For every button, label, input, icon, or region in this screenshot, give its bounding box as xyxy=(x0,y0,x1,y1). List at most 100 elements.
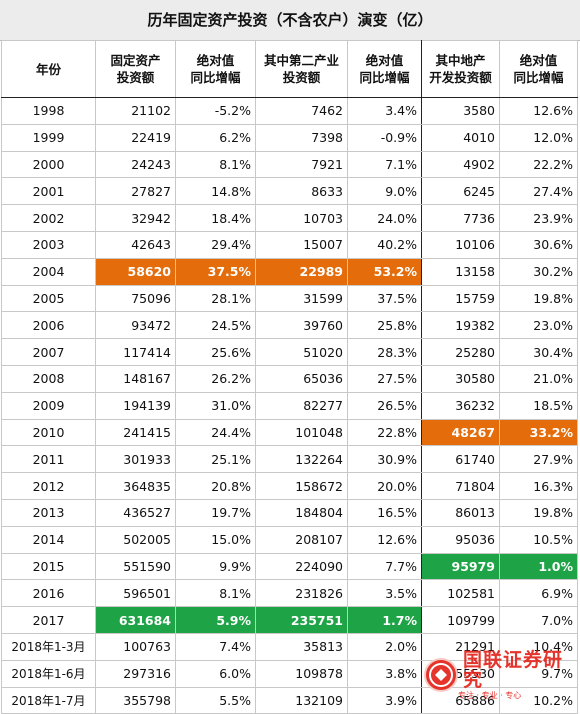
cell-re-yoy: 6.9% xyxy=(499,579,578,608)
cell-year: 1998 xyxy=(1,97,96,125)
cell-fai: 241415 xyxy=(95,418,176,447)
cell-sec-yoy: 30.9% xyxy=(347,445,422,474)
header-fai: 固定资产 投资额 xyxy=(95,40,176,98)
cell-year: 2009 xyxy=(1,391,96,420)
cell-re: 13158 xyxy=(421,257,500,286)
cell-fai-yoy: 19.7% xyxy=(175,498,256,527)
header-secondary: 其中第二产业 投资额 xyxy=(255,40,348,98)
cell-year: 2018年1-7月 xyxy=(1,686,96,714)
cell-re-yoy: 30.4% xyxy=(499,338,578,366)
cell-sec-yoy: 3.4% xyxy=(347,97,422,125)
cell-fai: 22419 xyxy=(95,123,176,152)
cell-sec-yoy: 3.5% xyxy=(347,579,422,608)
header-year: 年份 xyxy=(1,40,96,98)
cell-year: 2000 xyxy=(1,150,96,179)
cell-fai-yoy: -5.2% xyxy=(175,97,256,125)
cell-sec: 15007 xyxy=(255,230,348,259)
cell-re-yoy: 33.2% xyxy=(499,418,578,447)
cell-sec-yoy: 16.5% xyxy=(347,498,422,527)
cell-year: 2013 xyxy=(1,498,96,527)
cell-sec: 224090 xyxy=(255,552,348,581)
investment-table: 年份 固定资产 投资额 绝对值 同比增幅 其中第二产业 投资额 绝对值 同比增幅 其中地… xyxy=(1,40,578,714)
table-body: 1998 21102 -5.2% 7462 3.4% 3580 12.6% 1999 22419… xyxy=(1,97,578,714)
cell-year: 2012 xyxy=(1,472,96,500)
cell-sec-yoy: 24.0% xyxy=(347,204,422,232)
cell-re: 102581 xyxy=(421,579,500,608)
cell-sec: 7398 xyxy=(255,123,348,152)
cell-fai-yoy: 18.4% xyxy=(175,204,256,232)
cell-fai-yoy: 28.1% xyxy=(175,284,256,313)
header-real-estate: 其中地产 开发投资额 xyxy=(421,40,500,98)
cell-fai-yoy: 37.5% xyxy=(175,257,256,286)
cell-fai: 301933 xyxy=(95,445,176,474)
cell-fai: 117414 xyxy=(95,338,176,366)
cell-re-yoy: 30.2% xyxy=(499,257,578,286)
cell-fai: 596501 xyxy=(95,579,176,608)
cell-fai-yoy: 25.6% xyxy=(175,338,256,366)
cell-year: 2011 xyxy=(1,445,96,474)
cell-fai-yoy: 24.4% xyxy=(175,418,256,447)
cell-fai-yoy: 6.0% xyxy=(175,659,256,688)
cell-re: 6245 xyxy=(421,177,500,206)
cell-re-yoy: 1.0% xyxy=(499,552,578,581)
cell-re-yoy: 27.4% xyxy=(499,177,578,206)
cell-fai-yoy: 15.0% xyxy=(175,525,256,554)
cell-re: 15759 xyxy=(421,284,500,313)
cell-sec-yoy: 27.5% xyxy=(347,364,422,393)
cell-fai: 21102 xyxy=(95,97,176,125)
cell-fai: 32942 xyxy=(95,204,176,232)
cell-re: 48267 xyxy=(421,418,500,447)
cell-fai: 502005 xyxy=(95,525,176,554)
cell-re-yoy: 9.7% xyxy=(499,659,578,688)
table-row: 2010 241415 24.4% 101048 22.8% 48267 33.2% xyxy=(1,418,578,447)
cell-re-yoy: 22.2% xyxy=(499,150,578,179)
watermark-logo: 国联证券研究 专注 · 专业 · 专心 xyxy=(424,650,574,700)
cell-fai-yoy: 29.4% xyxy=(175,230,256,259)
cell-fai-yoy: 20.8% xyxy=(175,472,256,500)
table-row: 2015 551590 9.9% 224090 7.7% 95979 1.0% xyxy=(1,552,578,581)
table-row: 2002 32942 18.4% 10703 24.0% 7736 23.9% xyxy=(1,204,578,232)
cell-fai: 364835 xyxy=(95,472,176,500)
cell-re-yoy: 19.8% xyxy=(499,498,578,527)
cell-sec-yoy: 12.6% xyxy=(347,525,422,554)
cell-sec-yoy: 2.0% xyxy=(347,632,422,661)
cell-sec-yoy: 3.9% xyxy=(347,686,422,714)
cell-year: 2001 xyxy=(1,177,96,206)
cell-fai-yoy: 6.2% xyxy=(175,123,256,152)
cell-fai: 436527 xyxy=(95,498,176,527)
cell-sec: 7462 xyxy=(255,97,348,125)
cell-fai-yoy: 9.9% xyxy=(175,552,256,581)
cell-sec-yoy: 25.8% xyxy=(347,311,422,340)
cell-fai: 24243 xyxy=(95,150,176,179)
cell-sec: 31599 xyxy=(255,284,348,313)
cell-re: 36232 xyxy=(421,391,500,420)
cell-fai: 27827 xyxy=(95,177,176,206)
table-row: 2000 24243 8.1% 7921 7.1% 4902 22.2% xyxy=(1,150,578,179)
cell-re: 30580 xyxy=(421,364,500,393)
cell-fai: 75096 xyxy=(95,284,176,313)
cell-re-yoy: 21.0% xyxy=(499,364,578,393)
cell-sec: 158672 xyxy=(255,472,348,500)
cell-re: 10106 xyxy=(421,230,500,259)
header-secondary-yoy: 绝对值 同比增幅 xyxy=(347,40,422,98)
cell-re: 71804 xyxy=(421,472,500,500)
table-row: 2004 58620 37.5% 22989 53.2% 13158 30.2% xyxy=(1,257,578,286)
cell-re-yoy: 23.0% xyxy=(499,311,578,340)
cell-year: 2006 xyxy=(1,311,96,340)
cell-re: 109799 xyxy=(421,606,500,634)
cell-sec-yoy: 9.0% xyxy=(347,177,422,206)
cell-re: 7736 xyxy=(421,204,500,232)
cell-year: 2002 xyxy=(1,204,96,232)
cell-sec-yoy: 40.2% xyxy=(347,230,422,259)
cell-sec-yoy: 1.7% xyxy=(347,606,422,634)
cell-re: 25280 xyxy=(421,338,500,366)
cell-fai: 58620 xyxy=(95,257,176,286)
table-row: 1998 21102 -5.2% 7462 3.4% 3580 12.6% xyxy=(1,97,578,125)
cell-re-yoy: 10.4% xyxy=(499,632,578,661)
cell-year: 2010 xyxy=(1,418,96,447)
cell-sec: 101048 xyxy=(255,418,348,447)
cell-re-yoy: 30.6% xyxy=(499,230,578,259)
cell-fai: 551590 xyxy=(95,552,176,581)
cell-re: 4902 xyxy=(421,150,500,179)
table-row: 2007 117414 25.6% 51020 28.3% 25280 30.4% xyxy=(1,338,578,366)
